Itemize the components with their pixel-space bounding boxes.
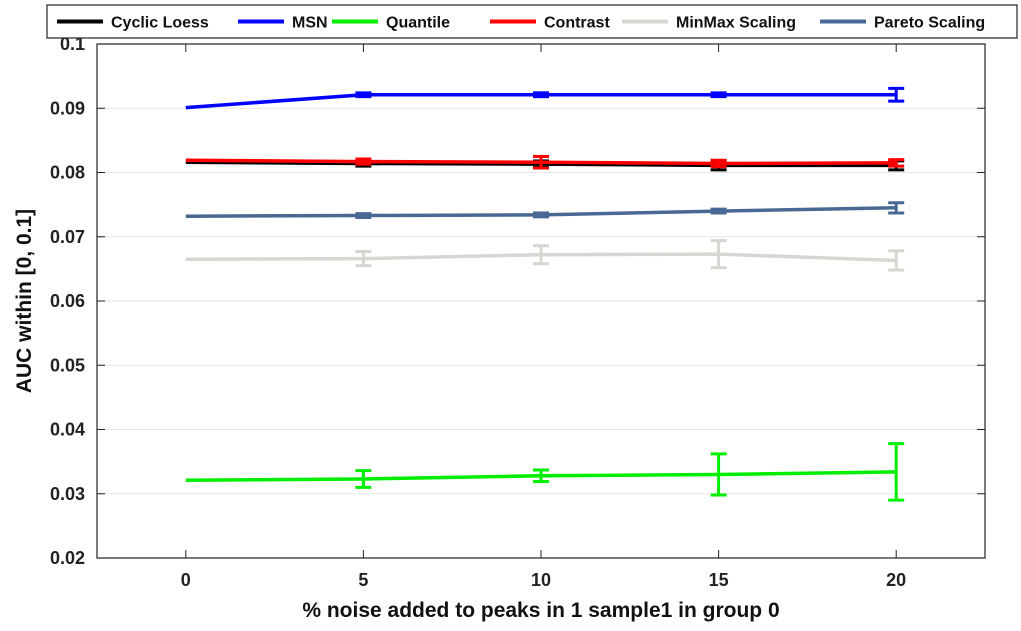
legend-label: MSN: [292, 15, 328, 32]
legend-item: Cyclic Loess: [57, 15, 209, 32]
legend-label: Quantile: [386, 15, 450, 32]
legend-label: Cyclic Loess: [111, 15, 209, 32]
y-tick-label: 0.06: [50, 291, 85, 311]
legend-label: Pareto Scaling: [874, 15, 985, 32]
y-tick-label: 0.04: [50, 420, 85, 440]
y-tick-label: 0.08: [50, 163, 85, 183]
y-tick-label: 0.05: [50, 355, 85, 375]
series-msn: [185, 86, 905, 110]
legend-item: MinMax Scaling: [622, 15, 796, 32]
legend-item: Quantile: [332, 15, 450, 32]
x-tick-label: 20: [886, 570, 906, 590]
y-tick-label: 0.03: [50, 484, 85, 504]
legend-label: Contrast: [544, 15, 610, 32]
legend-item: Pareto Scaling: [820, 15, 985, 32]
series-quantile: [185, 442, 905, 502]
x-tick-label: 5: [358, 570, 368, 590]
y-tick-label: 0.09: [50, 98, 85, 118]
y-tick-label: 0.07: [50, 227, 85, 247]
legend: Cyclic Loess MSN Quantile Contrast MinMax Sc…: [46, 4, 1018, 39]
y-tick-label: 0.02: [50, 548, 85, 568]
series-lines: [185, 86, 905, 502]
x-tick-label: 10: [531, 570, 551, 590]
legend-item: Contrast: [490, 15, 610, 32]
series-pareto-scaling: [185, 201, 905, 219]
x-tick-label: 15: [709, 570, 729, 590]
y-tick-label: 0.1: [60, 34, 85, 54]
y-axis-label: AUC within [0, 0.1]: [13, 209, 36, 393]
axis-ticks: 0.02 0.03 0.04 0.05 0.06 0.07 0.08 0.09 0.1 0 5 10 1…: [50, 34, 985, 590]
legend-item: MSN: [238, 15, 328, 32]
series-contrast: [185, 154, 905, 170]
legend-label: MinMax Scaling: [676, 15, 796, 32]
x-axis-label: % noise added to peaks in 1 sample1 in g…: [302, 599, 779, 622]
series-minmax-scaling: [185, 239, 905, 272]
x-tick-label: 0: [181, 570, 191, 590]
